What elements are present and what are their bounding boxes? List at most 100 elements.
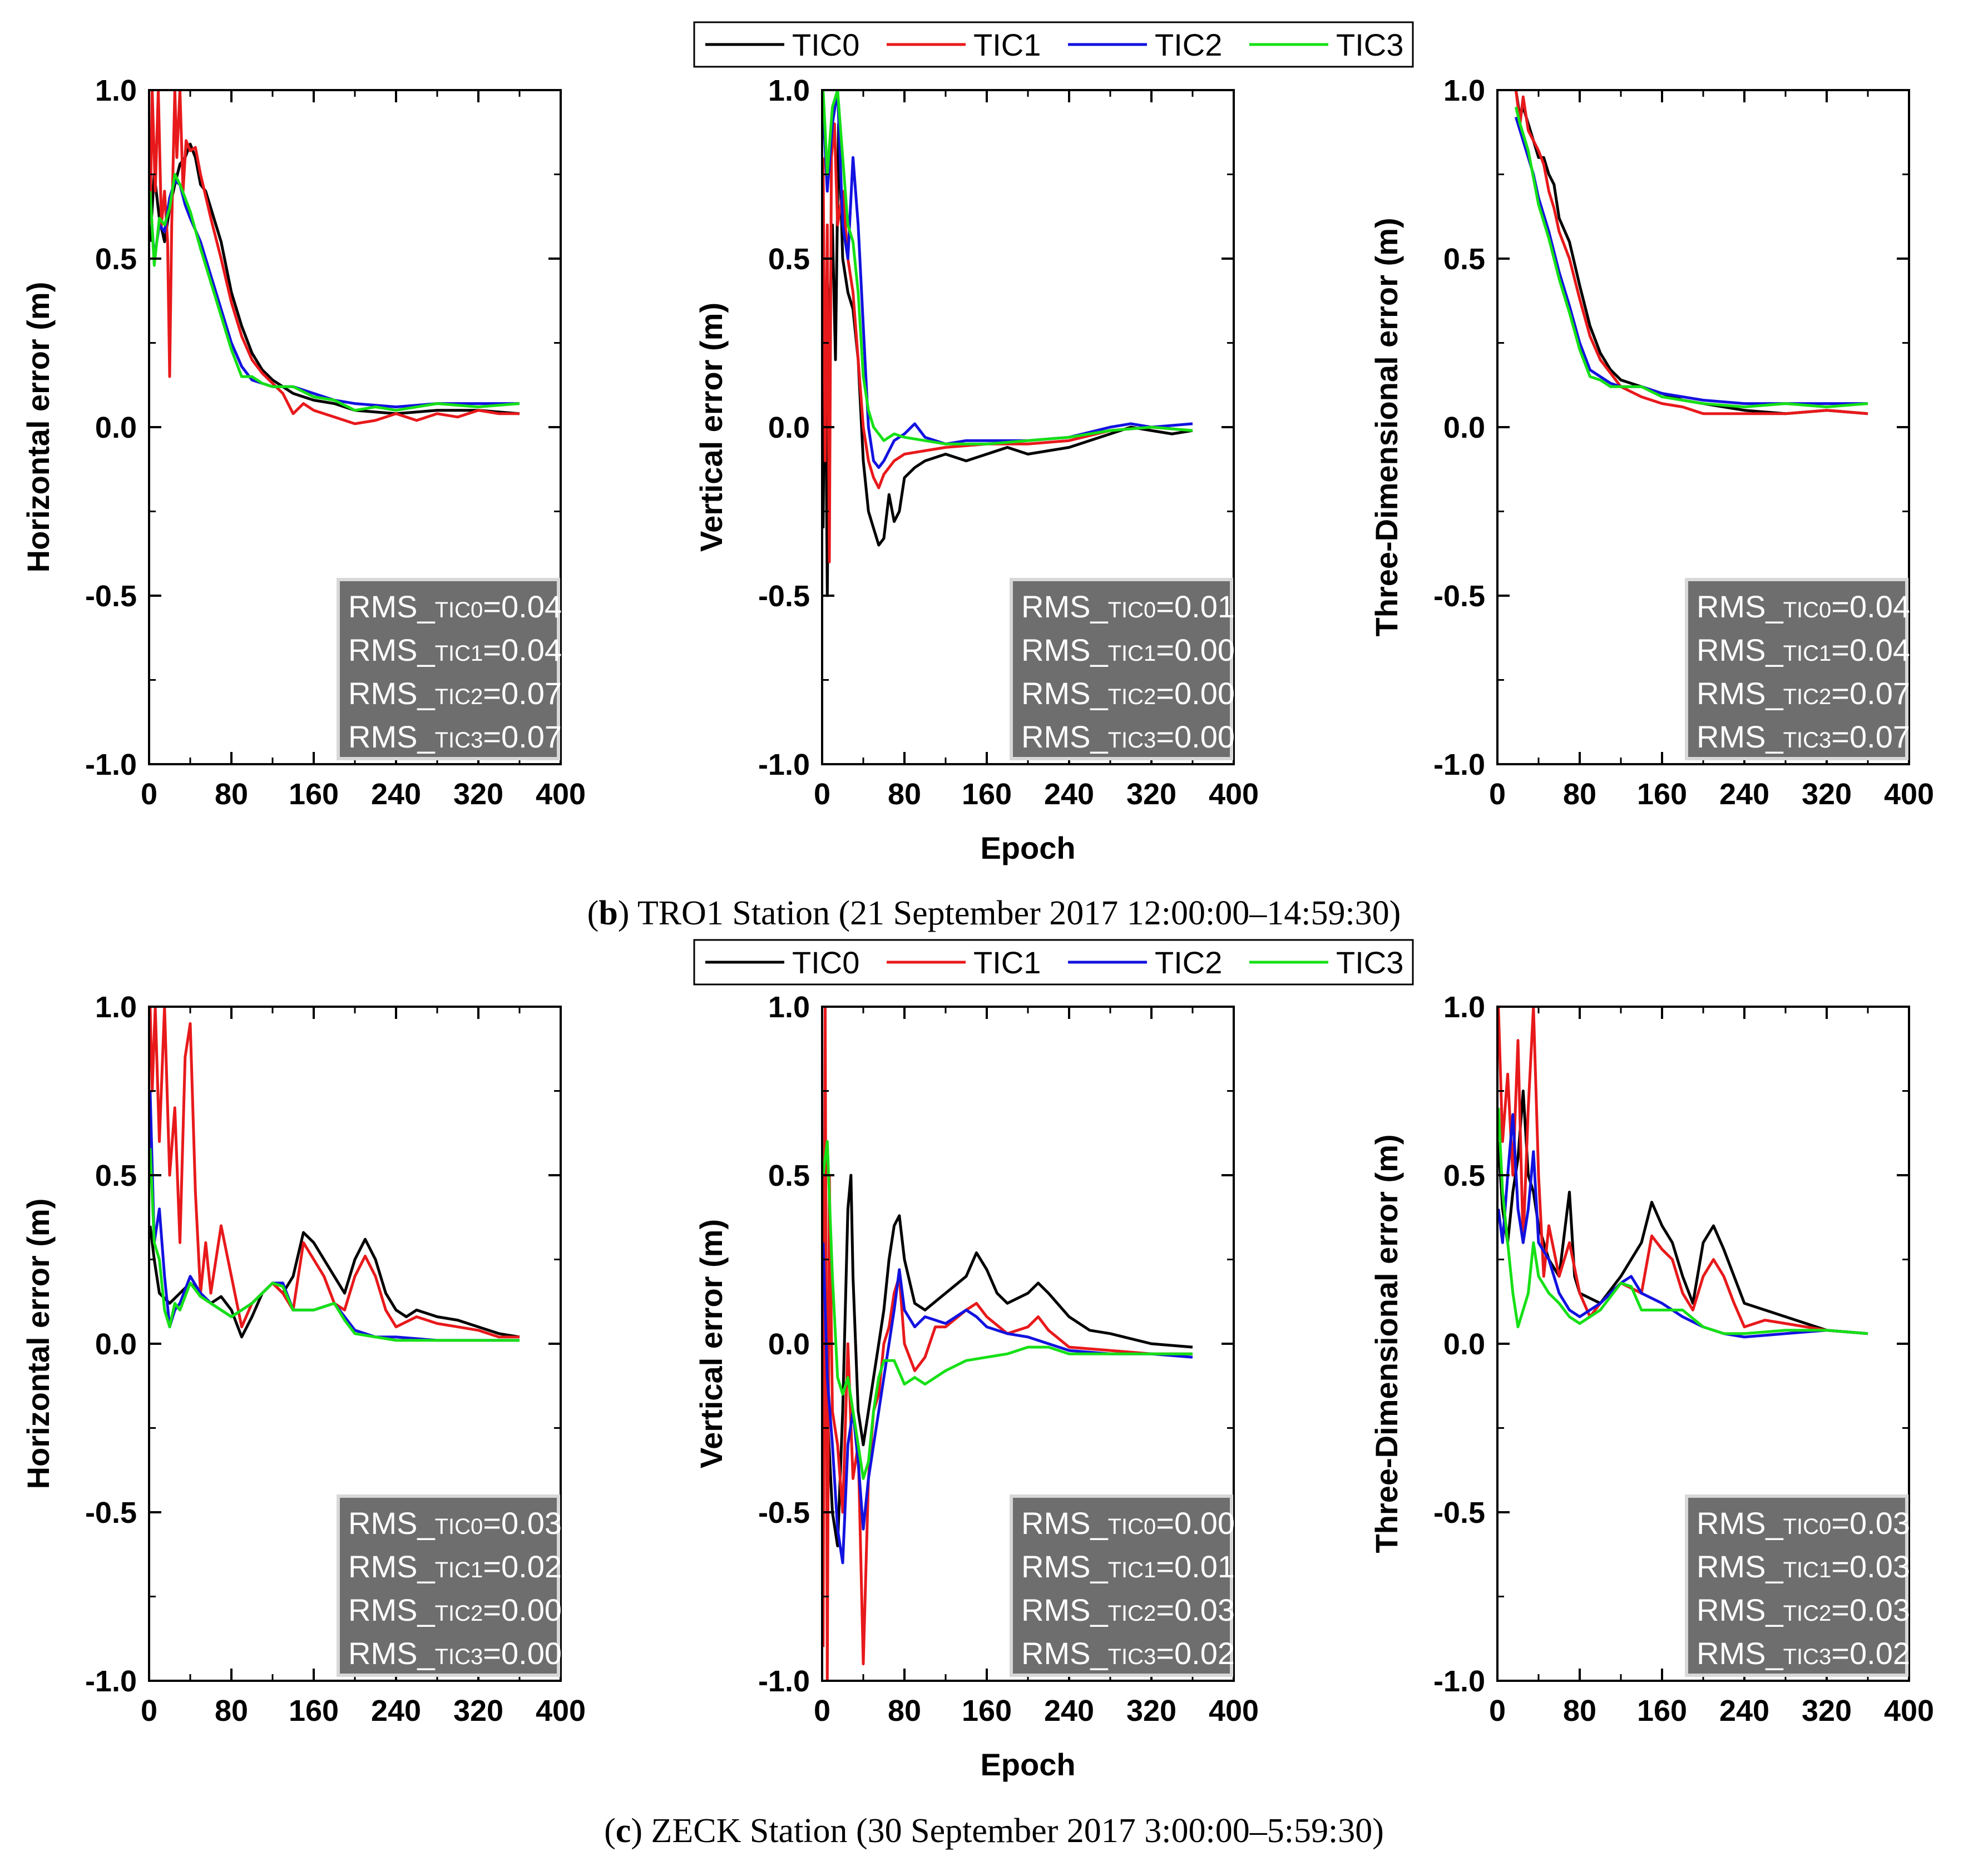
x-tick-label: 320 [453,1694,503,1728]
legend-label-tic0: TIC0 [792,945,859,980]
rms-box [1010,578,1233,760]
x-tick-label: 160 [962,778,1012,811]
x-tick-label: 160 [962,1694,1012,1728]
chart-panel-b-2: -1.0 -0.5 0.0 0.5 1.0 0 80 160 240 320 400 Vertical… [694,74,1269,811]
chart-panel-b-1: -1.0 -0.5 0.0 0.5 1.0 0 80 160 240 320 400 Horizont… [21,74,596,811]
series-line-tic3 [1514,106,1868,409]
y-tick-label: 0.5 [1443,242,1485,276]
y-tick-label: -1.0 [85,748,137,781]
rms-entry: RMS_TIC0=0.0450 [1697,589,1945,624]
y-tick-label: 0.0 [95,1328,137,1361]
panels: -1.0 -0.5 0.0 0.5 1.0 0 80 160 240 320 400 Horizont… [21,74,1945,1782]
rms-box [1685,1494,1908,1677]
y-axis-title: Vertical error (m) [694,1219,729,1468]
x-tick-label: 320 [1126,778,1176,811]
x-tick-label: 80 [1563,1694,1596,1728]
x-tick-label: 400 [1209,778,1259,811]
rms-entry: RMS_TIC3=0.0258 [1021,1636,1269,1671]
y-tick-label: 0.5 [95,1159,137,1192]
rms-box [337,1494,560,1677]
y-tick-label: 0.0 [768,411,810,444]
chart-panel-c-3: -1.0 -0.5 0.0 0.5 1.0 0 80 160 240 320 400 Three-Di… [1369,991,1945,1728]
x-tick-label: 160 [1637,1694,1687,1728]
y-tick-label: -0.5 [758,580,810,613]
x-axis-title: Epoch [980,830,1075,865]
y-tick-label: 1.0 [768,991,810,1024]
rms-box [1010,1494,1233,1677]
rms-entry: RMS_TIC2=0.0726 [1697,676,1945,711]
y-tick-label: -1.0 [1433,748,1485,781]
rms-box [337,578,560,760]
rms-box [1685,578,1908,760]
rms-entry: RMS_TIC2=0.0054 [1021,676,1269,711]
x-tick-label: 80 [888,1694,921,1728]
rms-entry: RMS_TIC0=0.0362 [1697,1506,1945,1541]
x-axis-title: Epoch [980,1747,1075,1782]
x-tick-label: 80 [215,778,248,811]
series-line-tic1 [149,90,520,425]
y-axis-title: Horizontal error (m) [21,1199,56,1489]
y-tick-label: -0.5 [758,1496,810,1530]
series-line-tic3 [822,1140,1193,1480]
x-tick-label: 320 [1802,778,1852,811]
x-tick-label: 0 [1489,778,1506,811]
y-tick-label: 0.5 [768,242,810,276]
chart-panel-c-2: -1.0 -0.5 0.0 0.5 1.0 0 80 160 240 320 400 Vertical… [694,991,1269,1728]
rms-entry: RMS_TIC2=0.0335 [1697,1592,1945,1627]
y-tick-label: -1.0 [85,1665,137,1698]
rms-entry: RMS_TIC1=0.0289 [348,1549,596,1584]
y-tick-label: 1.0 [768,74,810,107]
x-tick-label: 0 [1489,1694,1506,1728]
series-line-tic0 [822,1174,1193,1548]
series-line-tic1 [1514,90,1868,415]
y-axis-title: Three-Dimensional error (m) [1369,1134,1404,1553]
y-tick-label: -1.0 [1433,1665,1485,1698]
legend-label-tic2: TIC2 [1155,945,1222,980]
rms-entry: RMS_TIC0=0.0426 [348,589,596,624]
rms-entry: RMS_TIC0=0.0033 [1021,1506,1269,1541]
y-axis-title: Horizontal error (m) [21,282,56,573]
y-axis-title: Three-Dimensional error (m) [1369,217,1404,636]
series-line-tic1 [822,122,1193,563]
series-line-tic3 [1497,1107,1868,1335]
x-tick-label: 160 [289,1694,339,1728]
series-line-tic3 [149,1148,520,1342]
rms-entry: RMS_TIC0=0.0360 [348,1506,596,1541]
rms-entry: RMS_TIC1=0.0195 [1021,1549,1269,1584]
legend-label-tic3: TIC3 [1336,945,1403,980]
x-tick-label: 80 [215,1694,248,1728]
y-tick-label: 0.0 [1443,411,1485,444]
captions: (b) TRO1 Station (21 September 2017 12:0… [587,894,1401,1850]
legends: TIC0 TIC1 TIC2 TIC3 TIC0 TIC1 TIC2 TIC3 [693,21,1414,986]
legend-label-tic0: TIC0 [792,27,859,62]
x-tick-label: 240 [1719,778,1769,811]
rms-entry: RMS_TIC3=0.0268 [1697,1636,1945,1671]
x-tick-label: 240 [1044,778,1094,811]
x-tick-label: 400 [1209,1694,1259,1728]
x-tick-label: 80 [1563,778,1596,811]
x-tick-label: 0 [141,1694,157,1728]
x-tick-label: 0 [814,778,830,811]
legend-label-tic1: TIC1 [973,27,1041,62]
y-tick-label: 0.0 [768,1328,810,1361]
x-tick-label: 240 [371,1694,421,1728]
series-line-tic3 [149,173,520,412]
legend-label-tic3: TIC3 [1336,27,1403,62]
x-tick-label: 240 [1044,1694,1094,1728]
rms-entry: RMS_TIC3=0.0716 [1697,719,1945,754]
x-tick-label: 240 [371,778,421,811]
y-tick-label: 0.5 [1443,1159,1485,1192]
x-tick-label: 320 [1802,1694,1852,1728]
x-tick-label: 400 [536,1694,586,1728]
rms-entry: RMS_TIC0=0.0142 [1021,589,1269,624]
rms-entry: RMS_TIC2=0.0324 [1021,1592,1269,1627]
rms-entry: RMS_TIC2=0.0083 [348,1592,596,1627]
y-tick-label: 1.0 [1443,991,1485,1024]
x-tick-label: 400 [1884,778,1934,811]
y-tick-label: -1.0 [758,748,810,781]
rms-entry: RMS_TIC2=0.0724 [348,676,596,711]
rms-entry: RMS_TIC3=0.0073 [348,1636,596,1671]
x-tick-label: 400 [1884,1694,1934,1728]
rms-entry: RMS_TIC1=0.0034 [1021,632,1269,667]
